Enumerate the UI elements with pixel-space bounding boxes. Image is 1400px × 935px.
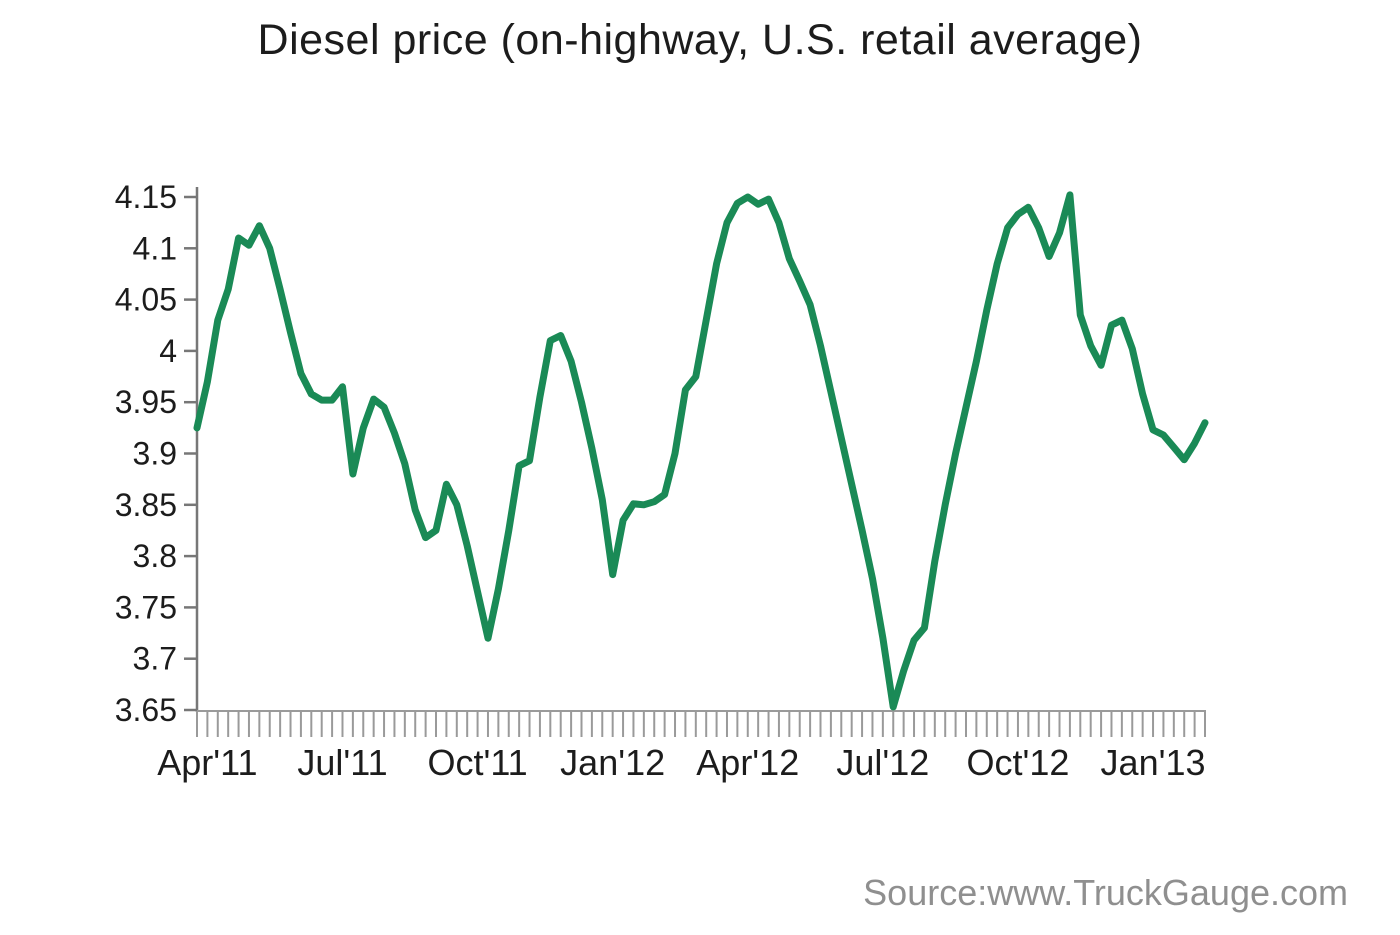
source-credit: Source:www.TruckGauge.com	[863, 872, 1348, 913]
y-tick-label: 4.1	[133, 230, 177, 266]
y-tick-label: 3.95	[115, 384, 177, 420]
y-tick-label: 3.65	[115, 692, 177, 728]
x-tick-label: Oct'12	[966, 742, 1069, 783]
y-tick-label: 3.7	[133, 641, 177, 677]
y-tick-label: 4.05	[115, 282, 177, 318]
x-tick-label: Jul'11	[297, 742, 387, 783]
y-tick-label: 3.8	[133, 538, 177, 574]
chart-title: Diesel price (on-highway, U.S. retail av…	[257, 16, 1143, 64]
y-tick-label: 3.75	[115, 589, 177, 625]
x-tick-label: Apr'12	[696, 742, 799, 783]
y-tick-label: 4	[159, 333, 177, 369]
x-axis: Apr'11 Jul'11 Oct'11 Jan'12 Apr'12 Jul'12 Oct'…	[157, 710, 1206, 783]
x-tick-label: Oct'11	[427, 742, 527, 783]
x-tick-label: Jul'12	[836, 742, 929, 783]
y-axis: 3.65 3.7 3.75 3.8 3.85 3.9 3.95 4 4.05 4.1 4.15	[115, 179, 199, 728]
y-tick-label: 3.9	[133, 436, 177, 472]
y-tick-label: 3.85	[115, 487, 177, 523]
y-tick-label: 4.15	[115, 179, 177, 215]
x-tick-label: Jan'12	[560, 742, 665, 783]
diesel-price-line	[193, 191, 1209, 711]
x-tick-label: Jan'13	[1101, 742, 1206, 783]
x-tick-label: Apr'11	[157, 742, 257, 783]
